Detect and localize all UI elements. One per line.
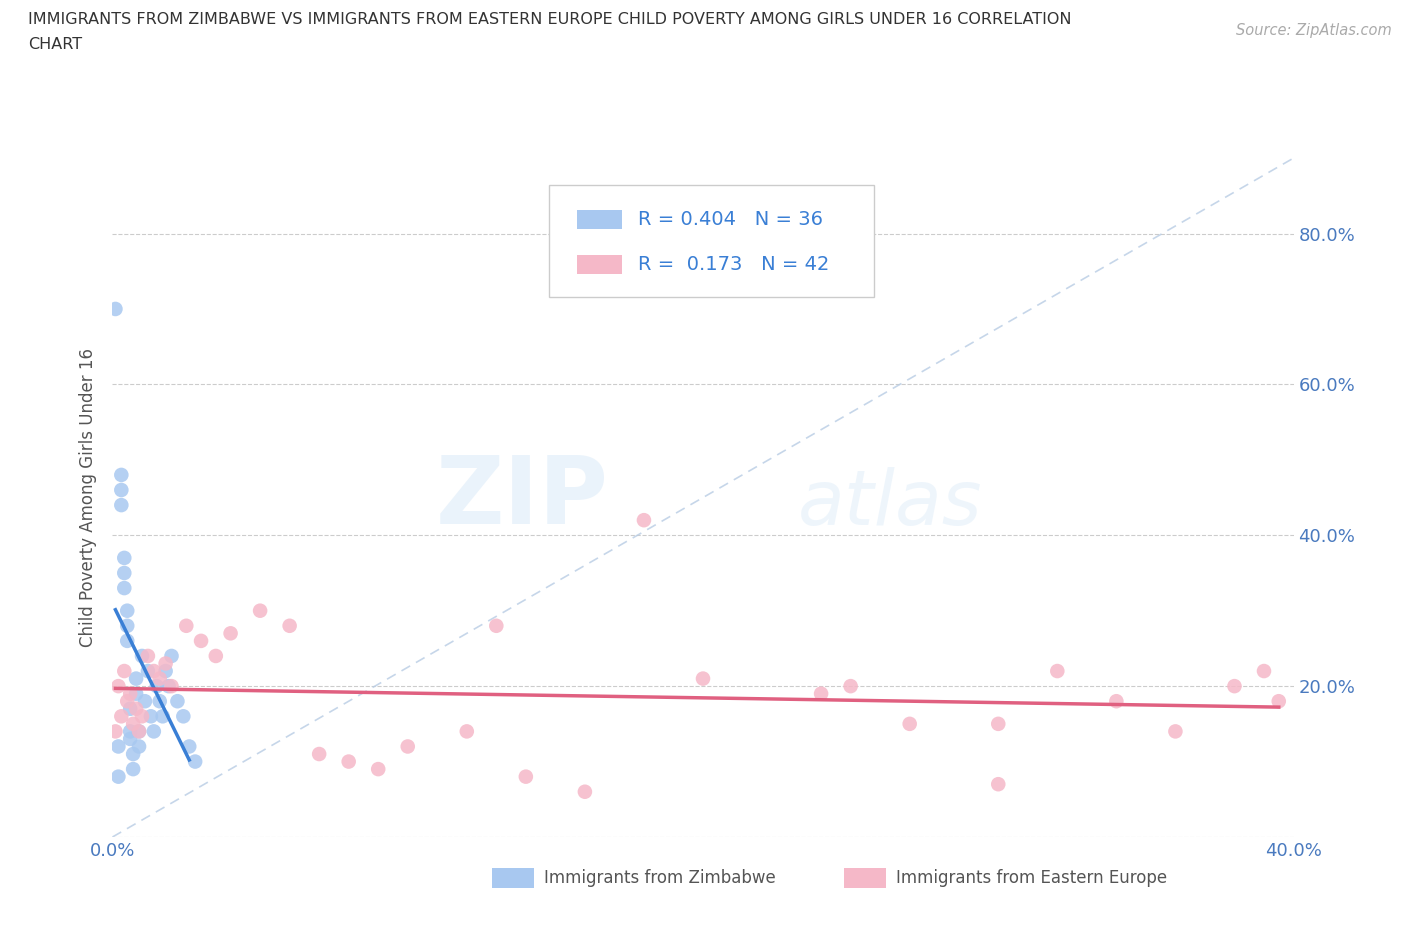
- Point: [134, 694, 156, 709]
- Text: IMMIGRANTS FROM ZIMBABWE VS IMMIGRANTS FROM EASTERN EUROPE CHILD POVERTY AMONG G: IMMIGRANTS FROM ZIMBABWE VS IMMIGRANTS F…: [28, 12, 1071, 27]
- Point: [692, 671, 714, 686]
- Point: [142, 724, 165, 738]
- Point: [160, 648, 183, 663]
- Point: [278, 618, 301, 633]
- Point: [219, 626, 242, 641]
- Point: [1046, 664, 1069, 679]
- Point: [485, 618, 508, 633]
- Point: [184, 754, 207, 769]
- Point: [160, 679, 183, 694]
- Point: [117, 694, 138, 709]
- Point: [117, 604, 138, 618]
- Point: [205, 648, 228, 663]
- Point: [1268, 694, 1291, 709]
- Point: [146, 679, 169, 694]
- Text: ZIP: ZIP: [436, 452, 609, 543]
- Point: [172, 709, 194, 724]
- Point: [122, 747, 145, 762]
- Point: [112, 580, 135, 595]
- Point: [107, 769, 129, 784]
- Point: [367, 762, 389, 777]
- Point: [1164, 724, 1187, 738]
- Point: [136, 648, 159, 663]
- Point: [107, 679, 129, 694]
- Point: [574, 784, 596, 799]
- Point: [174, 618, 197, 633]
- Point: [110, 498, 132, 512]
- Point: [149, 671, 172, 686]
- Point: [104, 301, 127, 316]
- Point: [131, 709, 153, 724]
- Point: [898, 716, 921, 731]
- Point: [515, 769, 537, 784]
- Point: [152, 709, 174, 724]
- Point: [136, 664, 159, 679]
- Text: R =  0.173   N = 42: R = 0.173 N = 42: [638, 255, 830, 273]
- FancyBboxPatch shape: [576, 210, 621, 230]
- Point: [120, 686, 142, 701]
- Point: [120, 732, 142, 747]
- Point: [633, 512, 655, 527]
- Point: [131, 648, 153, 663]
- Text: Immigrants from Zimbabwe: Immigrants from Zimbabwe: [544, 869, 776, 887]
- Point: [308, 747, 330, 762]
- Text: R = 0.404   N = 36: R = 0.404 N = 36: [638, 210, 823, 230]
- Point: [396, 739, 419, 754]
- Point: [337, 754, 360, 769]
- Point: [249, 604, 271, 618]
- Point: [125, 671, 148, 686]
- Point: [110, 468, 132, 483]
- FancyBboxPatch shape: [550, 185, 875, 298]
- Point: [190, 633, 212, 648]
- Text: Source: ZipAtlas.com: Source: ZipAtlas.com: [1236, 23, 1392, 38]
- Y-axis label: Child Poverty Among Girls Under 16: Child Poverty Among Girls Under 16: [79, 348, 97, 647]
- Point: [839, 679, 862, 694]
- Point: [128, 739, 150, 754]
- Point: [122, 716, 145, 731]
- Text: CHART: CHART: [28, 37, 82, 52]
- Point: [179, 739, 201, 754]
- Point: [155, 656, 177, 671]
- Point: [1223, 679, 1246, 694]
- Text: Immigrants from Eastern Europe: Immigrants from Eastern Europe: [896, 869, 1167, 887]
- Point: [104, 724, 127, 738]
- Point: [128, 724, 150, 738]
- Point: [117, 633, 138, 648]
- Point: [166, 694, 188, 709]
- Point: [112, 551, 135, 565]
- Point: [117, 618, 138, 633]
- Text: atlas: atlas: [797, 468, 981, 541]
- Point: [456, 724, 478, 738]
- Point: [120, 724, 142, 738]
- Point: [157, 679, 180, 694]
- Point: [112, 565, 135, 580]
- Point: [110, 483, 132, 498]
- Point: [987, 777, 1010, 791]
- Point: [987, 716, 1010, 731]
- Point: [125, 701, 148, 716]
- Point: [122, 762, 145, 777]
- Point: [149, 694, 172, 709]
- Point: [128, 724, 150, 738]
- Point: [125, 686, 148, 701]
- Point: [120, 701, 142, 716]
- Point: [1253, 664, 1275, 679]
- Point: [110, 709, 132, 724]
- Point: [1105, 694, 1128, 709]
- Point: [107, 739, 129, 754]
- FancyBboxPatch shape: [576, 255, 621, 273]
- Point: [810, 686, 832, 701]
- Point: [112, 664, 135, 679]
- Point: [142, 664, 165, 679]
- Point: [139, 709, 162, 724]
- Point: [155, 664, 177, 679]
